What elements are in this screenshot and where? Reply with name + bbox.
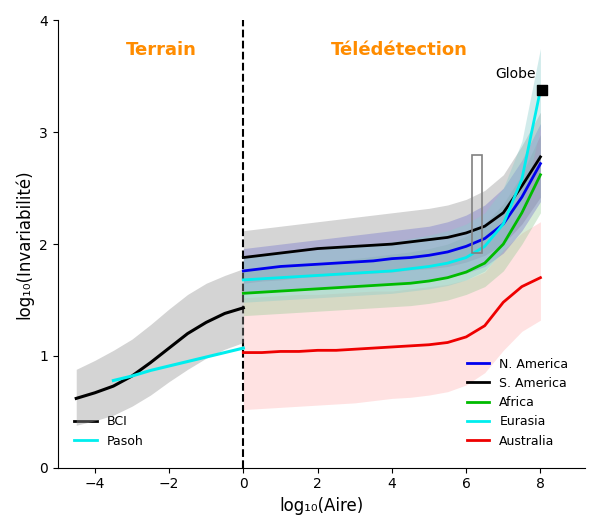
Text: Terrain: Terrain: [126, 41, 197, 59]
Legend: N. America, S. America, Africa, Eurasia, Australia: N. America, S. America, Africa, Eurasia,…: [462, 352, 574, 453]
Bar: [472, 155, 482, 253]
Text: Globe: Globe: [495, 67, 536, 81]
Text: Télédétection: Télédétection: [331, 41, 468, 59]
X-axis label: log₁₀(Aire): log₁₀(Aire): [279, 497, 364, 515]
Point: [538, 85, 547, 94]
Y-axis label: log₁₀(Invariabilité): log₁₀(Invariabilité): [15, 169, 34, 319]
